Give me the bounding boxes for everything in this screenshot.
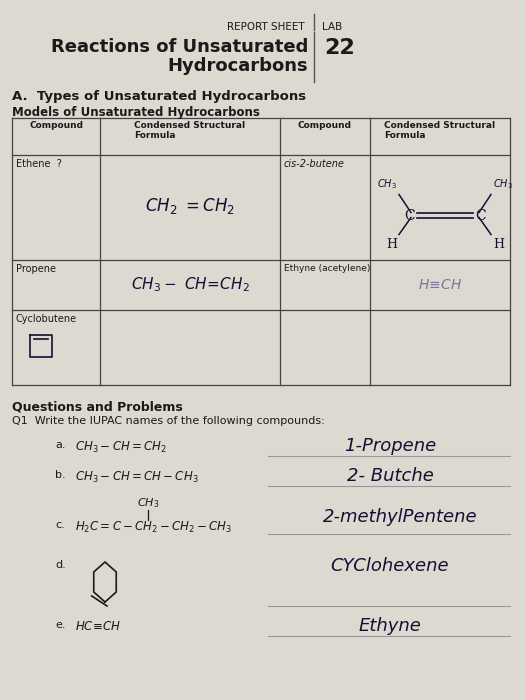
Text: Ethene  ?: Ethene ? (16, 159, 62, 169)
Text: $CH_2\ =CH_2$: $CH_2\ =CH_2$ (145, 195, 235, 216)
Text: c.: c. (55, 520, 65, 530)
Text: a.: a. (55, 440, 66, 450)
Text: cis-2-butene: cis-2-butene (284, 159, 345, 169)
Text: $H_2C=C-CH_2-CH_2-CH_3$: $H_2C=C-CH_2-CH_2-CH_3$ (75, 520, 233, 535)
Text: Questions and Problems: Questions and Problems (12, 400, 183, 413)
Text: Compound: Compound (298, 121, 352, 130)
Text: H: H (386, 239, 397, 251)
Text: b.: b. (55, 470, 66, 480)
Text: $CH_3-CH=CH-CH_3$: $CH_3-CH=CH-CH_3$ (75, 470, 198, 485)
Text: Condensed Structural
Formula: Condensed Structural Formula (134, 121, 246, 141)
Text: Ethyne (acetylene): Ethyne (acetylene) (284, 264, 370, 273)
Text: LAB: LAB (322, 22, 342, 32)
Text: $HC\!\equiv\!CH$: $HC\!\equiv\!CH$ (75, 620, 121, 633)
Text: e.: e. (55, 620, 66, 630)
Text: $H\!\equiv\!CH$: $H\!\equiv\!CH$ (418, 278, 463, 292)
Text: 1-Propene: 1-Propene (344, 437, 436, 455)
Text: Compound: Compound (29, 121, 83, 130)
Text: 2- Butche: 2- Butche (346, 467, 434, 485)
Text: Condensed Structural
Formula: Condensed Structural Formula (384, 121, 496, 141)
Text: $CH_3-CH=CH_2$: $CH_3-CH=CH_2$ (75, 440, 167, 455)
Text: $CH_3$: $CH_3$ (137, 496, 159, 510)
Text: CYClohexene: CYClohexene (331, 557, 449, 575)
Text: Q1  Write the IUPAC names of the following compounds:: Q1 Write the IUPAC names of the followin… (12, 416, 325, 426)
Text: REPORT SHEET: REPORT SHEET (227, 22, 305, 32)
Text: $CH_3-\ CH\!=\!CH_2$: $CH_3-\ CH\!=\!CH_2$ (131, 276, 249, 294)
Text: A.  Types of Unsaturated Hydrocarbons: A. Types of Unsaturated Hydrocarbons (12, 90, 306, 103)
Text: 22: 22 (324, 38, 355, 58)
Text: Reactions of Unsaturated: Reactions of Unsaturated (50, 38, 308, 56)
Text: H: H (493, 239, 504, 251)
Text: Models of Unsaturated Hydrocarbons: Models of Unsaturated Hydrocarbons (12, 106, 260, 119)
Text: 2-methylPentene: 2-methylPentene (323, 508, 477, 526)
Text: Ethyne: Ethyne (359, 617, 422, 635)
Text: $CH_3$: $CH_3$ (493, 176, 513, 190)
Text: C: C (404, 209, 415, 223)
Text: C: C (475, 209, 486, 223)
Text: Hydrocarbons: Hydrocarbons (167, 57, 308, 75)
Text: d.: d. (55, 560, 66, 570)
Text: Cyclobutene: Cyclobutene (16, 314, 77, 324)
Text: Propene: Propene (16, 264, 56, 274)
Text: $CH_3$: $CH_3$ (377, 176, 397, 190)
